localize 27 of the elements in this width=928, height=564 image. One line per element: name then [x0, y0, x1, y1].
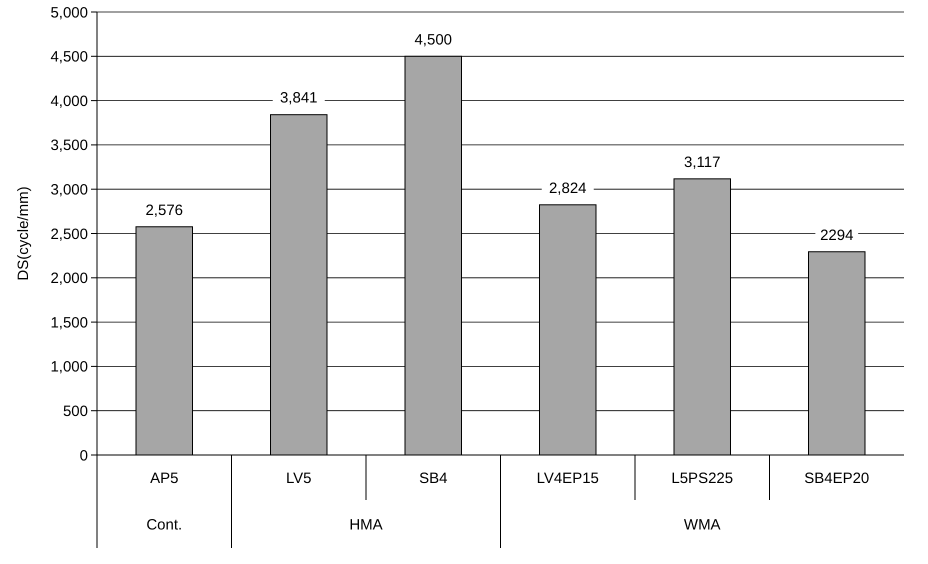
text: HMA	[349, 516, 383, 534]
y-tick-label: 1,000	[50, 358, 88, 376]
y-tick-label: 500	[62, 402, 88, 420]
y-tick-label: 5,000	[50, 4, 88, 22]
data-label: 2,824	[548, 180, 587, 197]
y-tick-label: 1,500	[50, 314, 88, 332]
text: WMA	[684, 516, 721, 534]
data-label: 3,841	[280, 90, 318, 107]
x-tick-label: SB4EP20	[804, 470, 870, 487]
data-label: 4,500	[414, 31, 452, 48]
x-tick-label: L5PS225	[671, 470, 734, 487]
data-label: 3,117	[684, 154, 720, 171]
text: Cont.	[146, 516, 182, 534]
y-tick-label: 3,000	[50, 181, 88, 198]
x-tick-label: LV4EP15	[536, 470, 599, 487]
y-tick-label: 4,500	[50, 48, 88, 66]
data-label: 2,576	[145, 202, 184, 219]
x-tick-label: AP5	[150, 470, 178, 487]
x-tick-label: SB4	[419, 470, 448, 487]
y-tick-label: 0	[80, 447, 88, 464]
y-tick-label: 2,500	[50, 226, 88, 243]
y-tick-label: 2,000	[50, 270, 88, 288]
y-tick-label: 3,500	[50, 137, 88, 154]
data-label: 2294	[820, 226, 854, 244]
y-tick-label: 4,000	[50, 92, 88, 110]
x-tick-label: LV5	[286, 470, 312, 487]
y-axis-title: DS(cycle/mm)	[15, 186, 32, 281]
